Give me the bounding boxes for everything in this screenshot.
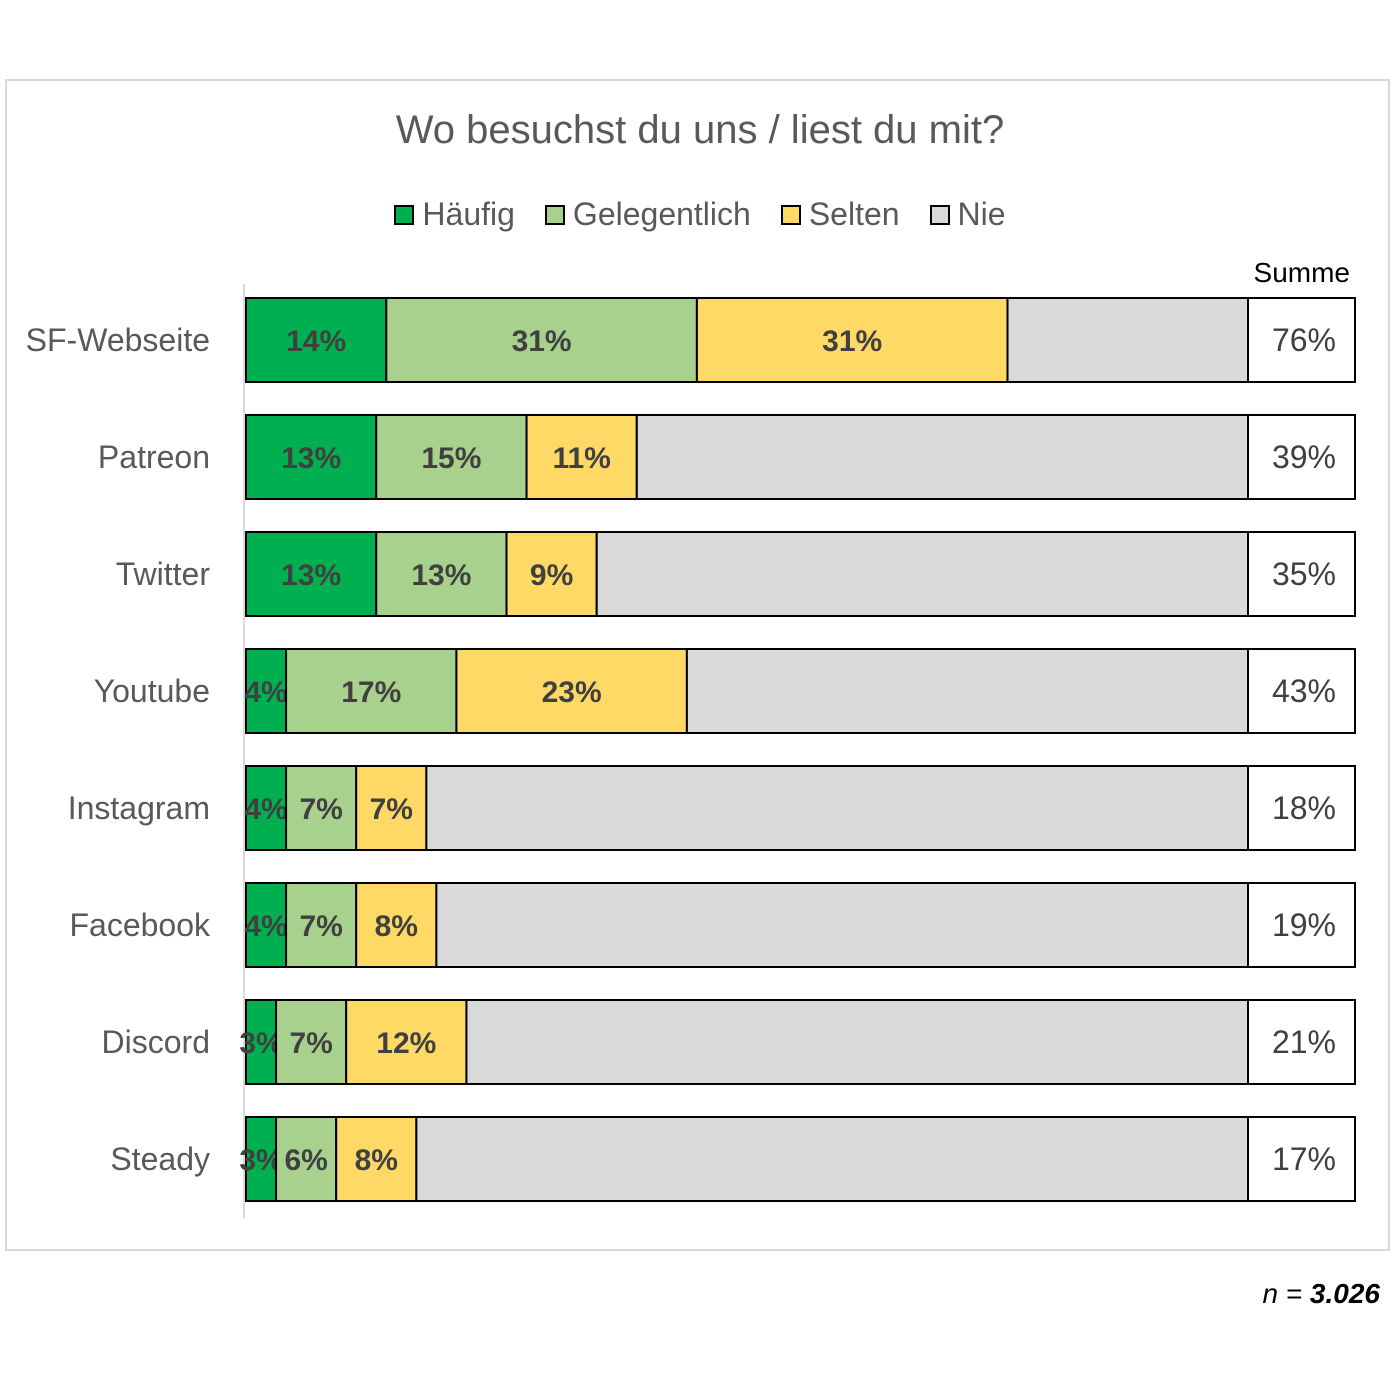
bar-steady-haufig [245,1116,278,1202]
bar-sf-webseite-nie [1006,297,1250,383]
legend-swatch-gelegentlich [544,204,565,225]
bar-discord-selten [345,999,468,1085]
bar-youtube-selten [455,648,688,734]
category-label-discord: Discord [102,1024,210,1060]
summe-box-steady [1247,1116,1356,1202]
legend-label-nie: Nie [957,196,1006,232]
category-label-patreon: Patreon [98,439,210,475]
data-label-steady-gelegentlich: 6% [284,1144,327,1177]
sample-size-prefix: n = [1262,1278,1303,1309]
category-label-youtube: Youtube [94,673,210,709]
data-label-discord-gelegentlich: 7% [289,1027,332,1060]
category-axis-line [243,284,245,1218]
data-label-patreon-haufig: 13% [281,442,341,475]
data-label-sf-webseite-gelegentlich: 31% [512,325,572,358]
bar-instagram-nie [425,765,1249,851]
bar-facebook-nie [435,882,1249,968]
legend-label-haeufig: Häufig [422,196,515,232]
summe-label-facebook: 19% [1272,907,1336,943]
summe-box-facebook [1247,882,1356,968]
bar-patreon-haufig [245,414,378,500]
legend-item-nie: Nie [929,196,1006,233]
data-label-youtube-selten: 23% [542,676,602,709]
bar-instagram-selten [355,765,428,851]
chart-legend: Häufig Gelegentlich Selten Nie [0,196,1400,233]
data-label-patreon-selten: 11% [552,442,610,475]
bar-youtube-gelegentlich [285,648,458,734]
data-label-twitter-gelegentlich: 13% [411,559,471,592]
data-label-facebook-haufig: 4% [244,910,287,943]
legend-label-selten: Selten [808,196,900,232]
summe-label-instagram: 18% [1272,790,1336,826]
bar-twitter-nie [595,531,1249,617]
summe-label-youtube: 43% [1272,673,1336,709]
bar-twitter-haufig [245,531,378,617]
summe-label-sf-webseite: 76% [1272,322,1336,358]
category-label-steady: Steady [110,1141,210,1177]
bar-twitter-selten [505,531,598,617]
bar-youtube-nie [685,648,1249,734]
bar-youtube-haufig [245,648,288,734]
data-label-discord-selten: 12% [376,1027,436,1060]
bar-facebook-haufig [245,882,288,968]
summe-box-youtube [1247,648,1356,734]
legend-item-gelegentlich: Gelegentlich [544,196,751,233]
data-label-twitter-selten: 9% [530,559,573,592]
summe-box-discord [1247,999,1356,1085]
bar-steady-nie [415,1116,1249,1202]
data-label-youtube-haufig: 4% [244,676,287,709]
data-label-youtube-gelegentlich: 17% [341,676,401,709]
bar-steady-gelegentlich [275,1116,338,1202]
summe-box-sf-webseite [1247,297,1356,383]
legend-item-haeufig: Häufig [394,196,515,233]
sample-size-label: n = 3.026 [1262,1278,1380,1310]
bar-patreon-gelegentlich [375,414,528,500]
summe-label-discord: 21% [1272,1024,1336,1060]
summe-label-twitter: 35% [1272,556,1336,592]
data-label-instagram-gelegentlich: 7% [299,793,342,826]
bar-patreon-nie [635,414,1249,500]
data-label-twitter-haufig: 13% [281,559,341,592]
bar-twitter-gelegentlich [375,531,508,617]
bar-discord-nie [465,999,1249,1085]
bar-facebook-selten [355,882,438,968]
legend-swatch-haeufig [394,204,415,225]
data-label-instagram-haufig: 4% [244,793,287,826]
legend-swatch-nie [929,204,950,225]
summe-box-instagram [1247,765,1356,851]
data-label-steady-selten: 8% [355,1144,398,1177]
data-label-sf-webseite-selten: 31% [822,325,882,358]
legend-item-selten: Selten [780,196,900,233]
bar-sf-webseite-haufig [245,297,388,383]
legend-swatch-selten [780,204,801,225]
data-label-patreon-gelegentlich: 15% [421,442,481,475]
summe-label-patreon: 39% [1272,439,1336,475]
bar-instagram-haufig [245,765,288,851]
category-label-instagram: Instagram [68,790,210,826]
summe-box-patreon [1247,414,1356,500]
summe-box-twitter [1247,531,1356,617]
data-label-sf-webseite-haufig: 14% [286,325,346,358]
data-label-facebook-gelegentlich: 7% [299,910,342,943]
sample-size-value: 3.026 [1309,1278,1380,1309]
category-label-sf-webseite: SF-Webseite [26,322,210,358]
summe-label-steady: 17% [1272,1141,1336,1177]
category-label-facebook: Facebook [69,907,211,943]
category-label-twitter: Twitter [116,556,211,592]
chart-title: Wo besuchst du uns / liest du mit? [395,108,1005,152]
legend-label-gelegentlich: Gelegentlich [572,196,751,232]
summe-header: Summe [1253,257,1350,288]
data-label-facebook-selten: 8% [375,910,418,943]
bar-sf-webseite-gelegentlich [385,297,698,383]
data-label-instagram-selten: 7% [370,793,413,826]
